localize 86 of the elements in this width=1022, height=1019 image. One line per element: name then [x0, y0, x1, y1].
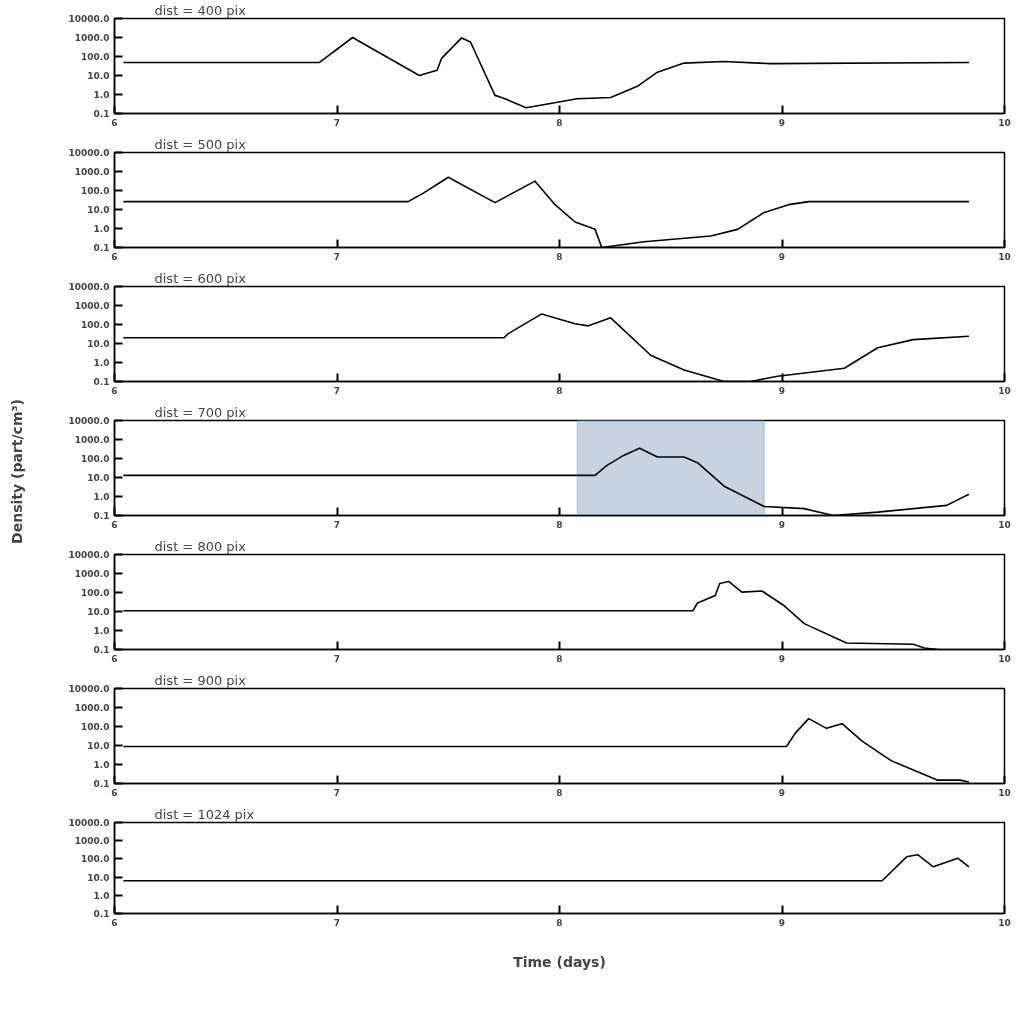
x-tick-label: 8 — [556, 117, 563, 128]
y-tick-label: 10000.0 — [68, 818, 110, 828]
x-tick-label: 7 — [333, 917, 341, 928]
chart-title: dist = 700 pix — [154, 405, 247, 420]
y-tick-label: 10000.0 — [68, 282, 110, 292]
y-tick-label: 0.1 — [93, 909, 110, 919]
y-tick-label: 1000.0 — [74, 33, 110, 43]
y-tick-label: 1000.0 — [74, 703, 110, 713]
y-tick-label: 1000.0 — [74, 435, 110, 445]
y-tick-label: 10000.0 — [68, 684, 110, 694]
y-tick-label: 10000.0 — [68, 550, 110, 560]
y-tick-label: 10.0 — [87, 872, 110, 883]
y-tick-label: 10000.0 — [68, 416, 110, 426]
y-tick-label: 10.0 — [87, 205, 110, 215]
x-tick-label: 6 — [111, 787, 118, 798]
y-tick-label: 0.1 — [93, 511, 110, 521]
y-tick-label: 100.0 — [81, 722, 110, 732]
x-tick-label: 6 — [111, 519, 118, 530]
x-tick-label: 7 — [333, 787, 341, 798]
x-tick-label: 9 — [778, 117, 786, 128]
x-tick-label: 6 — [111, 653, 118, 664]
x-tick-label: 10 — [998, 787, 1011, 798]
y-tick-label: 0.1 — [93, 109, 110, 119]
chart-title: dist = 500 pix — [154, 137, 247, 152]
x-tick-label: 10 — [998, 519, 1011, 530]
y-tick-label: 100.0 — [81, 320, 110, 330]
x-tick-label: 8 — [556, 917, 563, 928]
y-tick-label: 1.0 — [93, 626, 110, 636]
y-tick-label: 100.0 — [81, 52, 110, 62]
chart-title: dist = 900 pix — [154, 673, 247, 688]
x-tick-label: 8 — [556, 653, 563, 664]
y-tick-label: 10.0 — [87, 339, 110, 349]
x-tick-label: 9 — [778, 519, 786, 530]
y-tick-label: 10000.0 — [68, 14, 110, 24]
x-tick-label: 10 — [998, 653, 1011, 664]
x-tick-label: 8 — [556, 787, 563, 798]
x-axis-title: Time (days) — [513, 953, 606, 970]
y-tick-label: 1000.0 — [74, 836, 110, 847]
y-axis-title: Density (part/cm³) — [8, 398, 26, 544]
y-tick-label: 1.0 — [93, 224, 110, 234]
chart-title: dist = 600 pix — [154, 271, 247, 286]
y-tick-label: 1.0 — [93, 492, 110, 502]
chart-title: dist = 400 pix — [154, 3, 247, 18]
y-tick-label: 1000.0 — [74, 167, 110, 177]
x-tick-label: 10 — [998, 251, 1011, 262]
y-tick-label: 1.0 — [93, 760, 110, 770]
chart-title: dist = 800 pix — [154, 539, 247, 554]
x-tick-label: 6 — [111, 917, 118, 928]
x-tick-label: 8 — [556, 385, 563, 396]
x-tick-label: 9 — [778, 385, 786, 396]
y-tick-label: 1.0 — [93, 358, 110, 368]
x-tick-label: 6 — [111, 251, 118, 262]
y-tick-label: 100.0 — [81, 588, 110, 598]
y-tick-label: 0.1 — [93, 779, 110, 789]
x-tick-label: 6 — [111, 117, 118, 128]
y-tick-label: 1.0 — [93, 90, 110, 100]
x-tick-label: 7 — [333, 519, 341, 530]
y-tick-label: 0.1 — [93, 645, 110, 655]
y-tick-label: 0.1 — [93, 377, 110, 387]
x-tick-label: 7 — [333, 653, 341, 664]
x-tick-label: 9 — [778, 917, 786, 928]
x-tick-label: 9 — [778, 251, 786, 262]
x-tick-label: 10 — [998, 385, 1011, 396]
x-tick-label: 9 — [778, 787, 786, 798]
y-tick-label: 0.1 — [93, 243, 110, 253]
x-tick-label: 8 — [556, 251, 563, 262]
y-tick-label: 10.0 — [87, 473, 110, 483]
y-tick-label: 10.0 — [87, 607, 110, 617]
y-tick-label: 100.0 — [81, 186, 110, 196]
x-tick-label: 10 — [998, 117, 1011, 128]
y-tick-label: 1000.0 — [74, 301, 110, 311]
x-tick-label: 10 — [998, 917, 1011, 928]
chart-title: dist = 1024 pix — [154, 807, 255, 822]
y-tick-label: 10.0 — [87, 71, 110, 81]
x-tick-label: 7 — [333, 385, 341, 396]
y-tick-label: 10.0 — [87, 741, 110, 751]
y-tick-label: 1000.0 — [74, 569, 110, 579]
x-tick-label: 9 — [778, 653, 786, 664]
x-tick-label: 7 — [333, 251, 341, 262]
y-tick-label: 10000.0 — [68, 148, 110, 158]
y-tick-label: 1.0 — [93, 890, 110, 901]
x-tick-label: 6 — [111, 385, 118, 396]
y-tick-label: 100.0 — [81, 454, 110, 464]
x-tick-label: 8 — [556, 519, 563, 530]
x-tick-label: 7 — [333, 117, 341, 128]
y-tick-label: 100.0 — [81, 854, 110, 865]
